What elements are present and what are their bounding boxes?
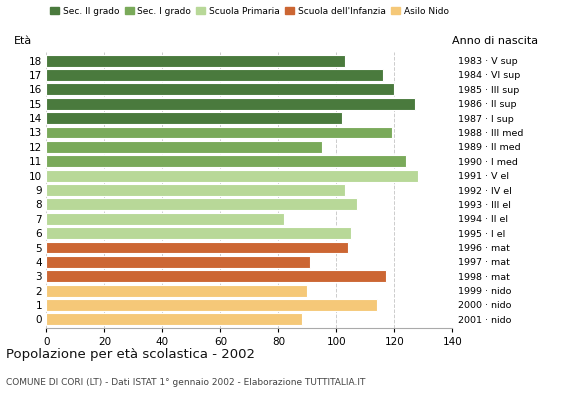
Text: Anno di nascita: Anno di nascita: [452, 36, 538, 46]
Bar: [46, 141, 322, 153]
Bar: [46, 98, 415, 110]
Text: Età: Età: [14, 36, 32, 46]
Bar: [46, 155, 406, 167]
Bar: [46, 299, 377, 311]
Bar: [46, 170, 418, 182]
Bar: [46, 127, 392, 138]
Bar: [46, 184, 345, 196]
Bar: [46, 55, 345, 66]
Legend: Sec. II grado, Sec. I grado, Scuola Primaria, Scuola dell'Infanzia, Asilo Nido: Sec. II grado, Sec. I grado, Scuola Prim…: [50, 6, 449, 16]
Bar: [46, 198, 357, 210]
Bar: [46, 84, 394, 95]
Text: Popolazione per età scolastica - 2002: Popolazione per età scolastica - 2002: [6, 348, 255, 361]
Text: COMUNE DI CORI (LT) - Dati ISTAT 1° gennaio 2002 - Elaborazione TUTTITALIA.IT: COMUNE DI CORI (LT) - Dati ISTAT 1° genn…: [6, 378, 365, 387]
Bar: [46, 242, 348, 253]
Bar: [46, 213, 284, 225]
Bar: [46, 227, 351, 239]
Bar: [46, 285, 307, 296]
Bar: [46, 69, 383, 81]
Bar: [46, 270, 386, 282]
Bar: [46, 256, 310, 268]
Bar: [46, 112, 342, 124]
Bar: [46, 314, 302, 325]
